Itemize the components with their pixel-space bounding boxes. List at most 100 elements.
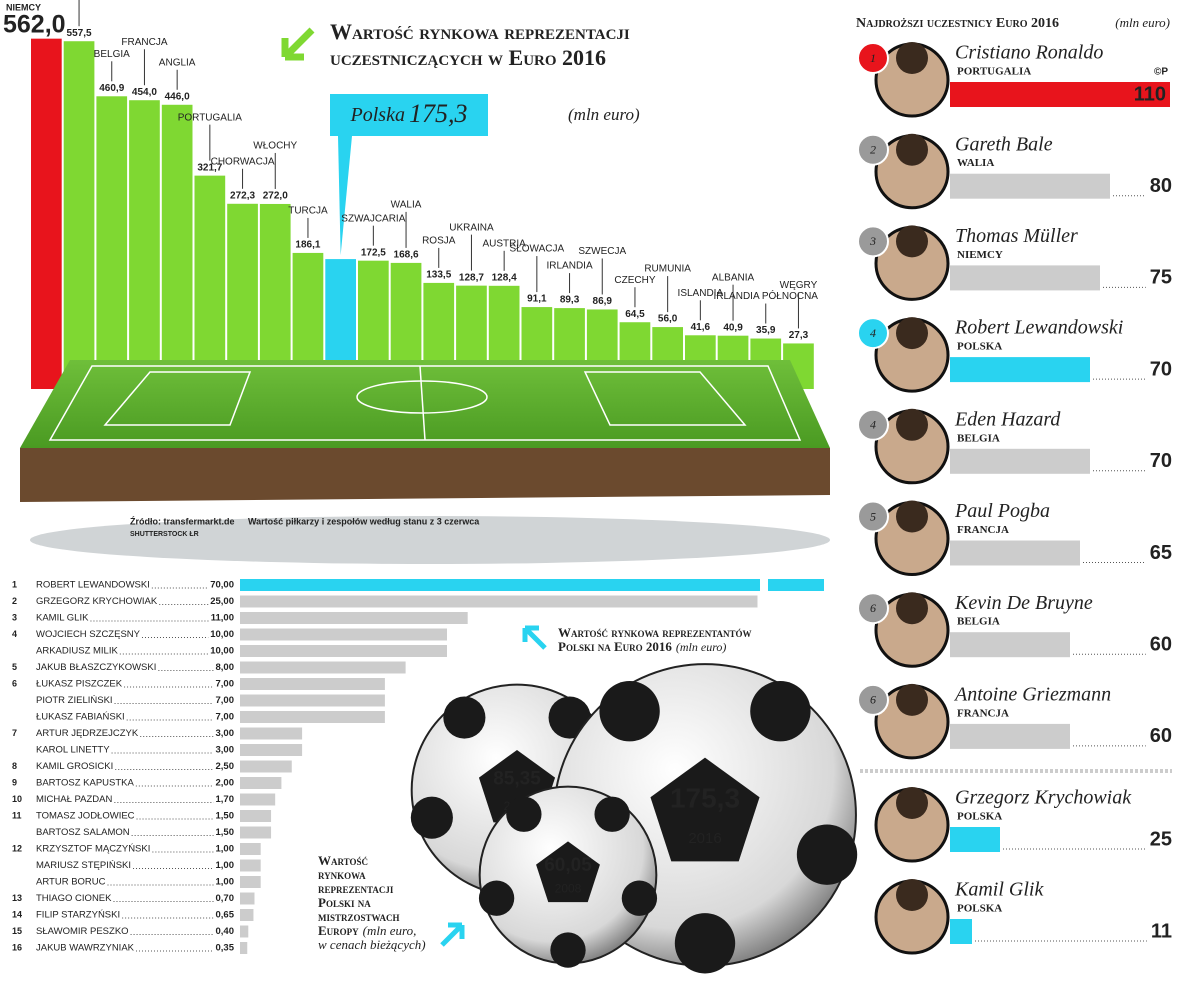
value-label: 3,00 [216,728,235,739]
arrow-icon [281,27,315,61]
bar [240,694,385,707]
bar [240,760,292,773]
category-label: PORTUGALIA [178,112,243,123]
category-label: MARIUSZ STĘPIŃSKI [36,860,131,871]
value-label: 70 [1150,358,1172,380]
bar [31,38,62,389]
bar [194,175,226,389]
rank: 15 [12,926,22,936]
football-pitch [20,360,830,564]
bar [240,909,254,921]
bar [240,645,447,657]
arrow-icon [522,625,547,650]
player-name: Eden Hazard [954,408,1061,430]
value-label: 65 [1150,542,1172,564]
player-country: POLSKA [957,341,1002,353]
value-label: 86,9 [593,296,613,307]
chart-title: Polski na Euro 2016 [558,639,672,654]
bar [240,826,272,839]
value-label: 175,3 [670,782,740,813]
player-country: BELGIA [957,432,1000,444]
ball-patch [506,796,542,832]
pitch-line [48,365,802,441]
player-name: Thomas Müller [955,225,1078,247]
chart-title-line: Europy [318,923,359,938]
chart-title-line: reprezentacji [318,881,394,896]
value-label: 7,00 [216,695,235,706]
player-name: Gareth Bale [955,133,1053,155]
value-label: 460,9 [99,83,124,94]
player-country: PORTUGALIA [957,66,1031,78]
bar [950,173,1110,199]
value-label: 1,50 [216,811,235,822]
chart-title-line: Polski na [318,895,371,910]
bar [240,925,249,938]
bar [950,632,1070,658]
category-label: PIOTR ZIELIŃSKI [36,695,113,706]
category-label: 2008 [555,881,582,895]
bar [240,859,261,872]
pitch-line [103,371,252,426]
category-label: SŁOWACJA [510,244,565,255]
bar [240,628,447,641]
bar [240,595,758,608]
player-photo-hair [896,500,928,533]
category-label: ALBANIA [712,272,755,283]
ball-patch [550,932,586,968]
category-label: CZECHY [614,275,655,286]
category-label: WOJCIECH SZCZĘSNY [36,629,141,640]
pitch-line [583,371,747,426]
category-label: FRANCJA [121,37,167,48]
rank-badge [857,225,889,258]
value-label: 10,00 [210,646,234,657]
value-label: 0,70 [216,893,235,904]
player-name: Kevin De Bruyne [954,592,1093,614]
rank-badge [857,592,889,625]
value-label: 41,6 [691,322,711,333]
bar [240,876,261,888]
value-label: 2,00 [216,778,235,789]
category-label: RUMUNIA [644,264,691,275]
bar [259,203,291,389]
credit: SHUTTERSTOCK ŁR [130,531,199,538]
category-label: ROSJA [422,236,456,247]
category-label: ARTUR BORUC [36,877,106,888]
bar-part [768,579,824,591]
value-label: 272,0 [263,191,288,202]
note: Wartość piłkarzy i zespołów według stanu… [248,516,480,526]
chart-title: Wartość rynkowa reprezentacji [330,19,630,44]
category-label: THIAGO CIONEK [36,893,112,904]
rank: 3 [12,612,17,622]
value-label: 70,00 [210,580,234,591]
category-label: 2016 [688,830,721,847]
player-photo-hair [896,683,928,716]
category-label: WŁOCHY [253,141,297,152]
chart-subtitle: (mln euro, [363,923,417,938]
bar [240,579,824,591]
ball-patch [536,841,600,903]
rank: 4 [12,629,17,639]
category-label: TURCJA [288,206,328,217]
ball-patch [599,681,660,742]
rank: 7 [12,728,17,738]
value-label: 8,00 [216,662,235,673]
chart-subtitle: w cenach bieżących) [318,937,426,952]
source: Źródło: transfermarkt.de [130,516,235,526]
rank: 1 [870,51,876,65]
category-label: AUSTRIA [482,238,526,249]
bar [240,744,303,756]
player-country: NIEMCY [957,249,1003,261]
value-label: 110 [1134,83,1166,105]
player-photo-hair [896,42,928,74]
bar [240,793,276,806]
rank: 11 [12,810,22,820]
category-label: ISLANDIA [678,288,724,299]
rank: 12 [12,843,22,853]
bar [240,810,272,822]
rank-badge [857,317,889,350]
bar [63,41,95,389]
chart-title-line: rynkowa [318,867,366,882]
chart-title: Wartość rynkowa reprezentacji Polski na mist… [318,853,426,952]
value-label: 321,7 [197,162,222,173]
